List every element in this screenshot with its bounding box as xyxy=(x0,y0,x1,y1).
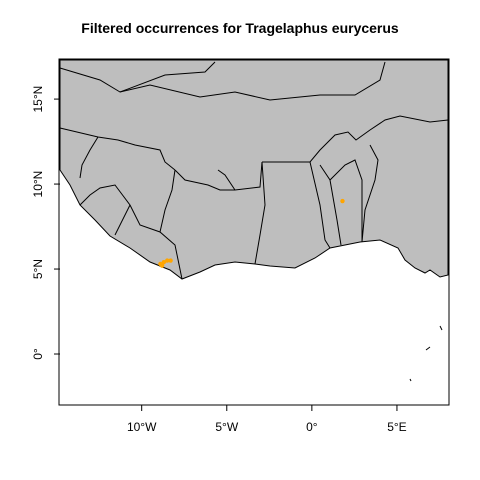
axes: 10°W 5°W 0° 5°E 0° 5°N 10°N 15°N xyxy=(31,86,407,434)
x-tick-label: 5°E xyxy=(387,420,406,434)
y-tick-label: 10°N xyxy=(31,171,45,198)
border-line xyxy=(329,159,363,242)
plot-frame xyxy=(58,58,450,406)
occurrence-point xyxy=(168,258,173,263)
x-tick-label: 10°W xyxy=(127,420,157,434)
y-tick-label: 5°N xyxy=(31,259,45,279)
border-line xyxy=(319,164,342,246)
border-line xyxy=(217,169,236,191)
land-area xyxy=(59,59,449,280)
islands xyxy=(409,325,443,382)
occurrence-points xyxy=(158,198,345,268)
border-line xyxy=(59,61,216,93)
border-line xyxy=(262,115,449,163)
y-tick-label: 15°N xyxy=(31,86,45,113)
border-line xyxy=(79,136,99,179)
border-line xyxy=(159,169,176,233)
x-tick-label: 5°W xyxy=(215,420,238,434)
island xyxy=(439,325,443,331)
map-title: Filtered occurrences for Tragelaphus eur… xyxy=(81,20,399,36)
border-line xyxy=(119,61,386,101)
y-tick-label: 0° xyxy=(31,348,45,360)
border-line xyxy=(361,144,379,243)
country-borders xyxy=(59,61,449,280)
occurrence-point xyxy=(161,260,167,265)
occurrence-point xyxy=(165,258,170,263)
occurrence-point xyxy=(159,263,165,268)
border-line xyxy=(79,184,131,236)
border-line xyxy=(174,161,263,191)
occurrence-point xyxy=(340,198,345,204)
island xyxy=(409,378,412,382)
border-line xyxy=(309,161,331,249)
border-line xyxy=(254,161,266,265)
island xyxy=(425,346,431,351)
x-tick-label: 0° xyxy=(306,420,318,434)
